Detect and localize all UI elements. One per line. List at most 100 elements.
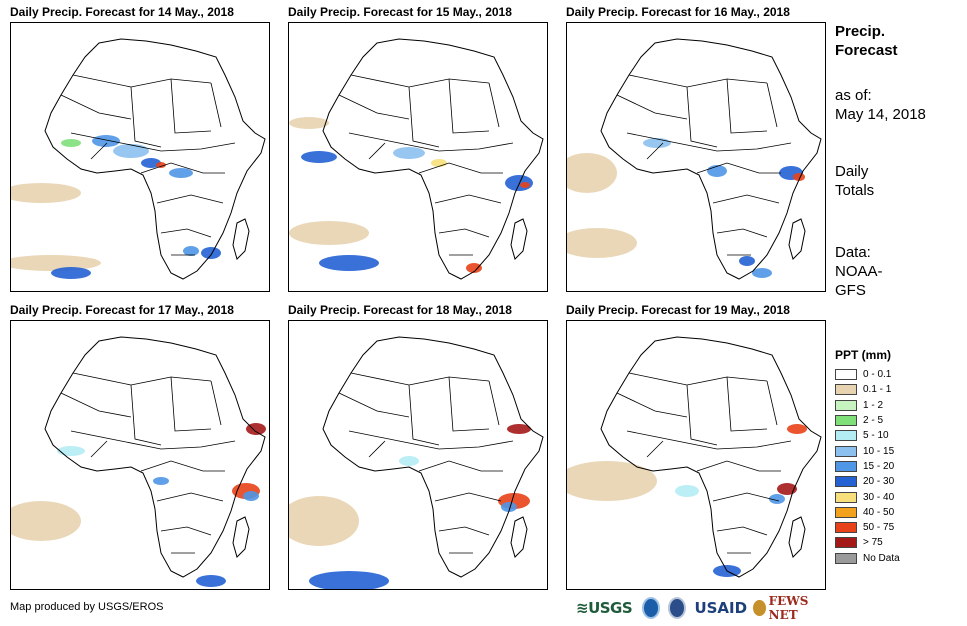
- precip-area: [153, 477, 169, 485]
- fews-net-emblem: [753, 600, 766, 616]
- africa-map-graphic: [289, 23, 547, 291]
- country-border: [348, 132, 514, 152]
- madagascar-outline: [510, 516, 528, 558]
- precip-area: [567, 461, 657, 501]
- precip-area: [520, 182, 530, 188]
- precip-area: [11, 183, 81, 203]
- coastline: [600, 38, 822, 280]
- precip-area: [196, 575, 226, 587]
- legend-swatch: [835, 369, 857, 381]
- country-border: [210, 380, 222, 426]
- fews-net-logo: FEWS NET: [768, 594, 809, 622]
- precip-map: [288, 320, 548, 590]
- legend-row: 20 - 30: [835, 474, 955, 489]
- precip-area: [246, 423, 266, 435]
- country-border: [438, 228, 490, 238]
- as-of-date: as of: May 14, 2018: [835, 86, 926, 124]
- legend-swatch: [835, 491, 857, 503]
- coastline: [322, 38, 544, 280]
- data-source-line-2: NOAA-: [835, 263, 883, 280]
- country-border: [170, 78, 212, 134]
- country-border: [408, 86, 440, 148]
- panel-title: Daily Precip. Forecast for 18 May., 2018: [288, 303, 512, 317]
- country-border: [130, 384, 162, 446]
- precip-area: [739, 256, 755, 266]
- madagascar-outline: [788, 516, 806, 558]
- legend-swatch: [835, 415, 857, 427]
- precip-area: [507, 424, 531, 434]
- country-border: [156, 194, 224, 204]
- country-border: [140, 460, 225, 472]
- country-border: [628, 372, 768, 386]
- legend-label: 10 - 15: [863, 445, 895, 457]
- precip-area: [61, 139, 81, 147]
- legend-label: 0.1 - 1: [863, 384, 892, 396]
- country-border: [616, 94, 688, 120]
- country-border: [696, 162, 781, 174]
- country-border: [438, 526, 490, 536]
- legend-label: 5 - 10: [863, 430, 889, 442]
- africa-map-graphic: [567, 23, 825, 291]
- agency-seal-logo: [668, 597, 687, 619]
- legend-row: 10 - 15: [835, 443, 955, 458]
- as-of-value: May 14, 2018: [835, 106, 926, 123]
- legend-swatch: [835, 552, 857, 564]
- country-border: [766, 82, 778, 128]
- precip-map: [10, 320, 270, 590]
- precip-map: [566, 320, 826, 590]
- daily-totals-line-2: Totals: [835, 182, 875, 199]
- legend-label: 20 - 30: [863, 476, 895, 488]
- legend-swatch: [835, 537, 857, 549]
- daily-totals: Daily Totals: [835, 162, 874, 200]
- country-border: [418, 162, 503, 174]
- precip-area: [393, 147, 425, 159]
- data-source: Data: NOAA- GFS: [835, 243, 883, 300]
- africa-map-graphic: [567, 321, 825, 589]
- country-border: [90, 440, 108, 458]
- legend-swatch: [835, 384, 857, 396]
- precip-area: [567, 228, 637, 258]
- panel-title: Daily Precip. Forecast for 19 May., 2018: [566, 303, 790, 317]
- legend-swatch: [835, 506, 857, 518]
- legend-row: 1 - 2: [835, 398, 955, 413]
- country-border: [434, 492, 502, 502]
- heading-line-2: Forecast: [835, 42, 898, 59]
- legend-row: 50 - 75: [835, 520, 955, 535]
- country-border: [448, 376, 490, 432]
- country-border: [140, 162, 225, 174]
- precip-area: [289, 221, 369, 245]
- country-border: [156, 492, 224, 502]
- country-border: [766, 380, 778, 426]
- country-border: [696, 460, 781, 472]
- country-border: [686, 384, 718, 446]
- legend-label: > 75: [863, 537, 883, 549]
- noaa-logo: [642, 597, 661, 619]
- country-border: [210, 82, 222, 128]
- map-background: [11, 321, 269, 589]
- panel-title: Daily Precip. Forecast for 15 May., 2018: [288, 5, 512, 19]
- country-border: [338, 392, 410, 418]
- legend-title: PPT (mm): [835, 348, 892, 362]
- legend-swatch: [835, 445, 857, 457]
- coastline: [600, 336, 822, 578]
- precip-area: [707, 165, 727, 177]
- precip-area: [243, 491, 259, 501]
- country-border: [716, 526, 768, 536]
- country-border: [712, 492, 780, 502]
- country-border: [726, 78, 768, 134]
- legend-row: No Data: [835, 551, 955, 566]
- panel-title: Daily Precip. Forecast for 16 May., 2018: [566, 5, 790, 19]
- heading-line-1: Precip.: [835, 23, 886, 40]
- panel-title: Daily Precip. Forecast for 17 May., 2018: [10, 303, 234, 317]
- country-border: [368, 440, 386, 458]
- precip-area: [169, 168, 193, 178]
- precip-map: [288, 22, 548, 292]
- precip-area: [183, 246, 199, 256]
- legend-label: 1 - 2: [863, 399, 884, 411]
- country-border: [72, 372, 212, 386]
- precip-area: [156, 162, 166, 168]
- country-border: [170, 376, 212, 432]
- country-border: [160, 526, 212, 536]
- country-border: [628, 74, 768, 88]
- country-border: [70, 132, 236, 152]
